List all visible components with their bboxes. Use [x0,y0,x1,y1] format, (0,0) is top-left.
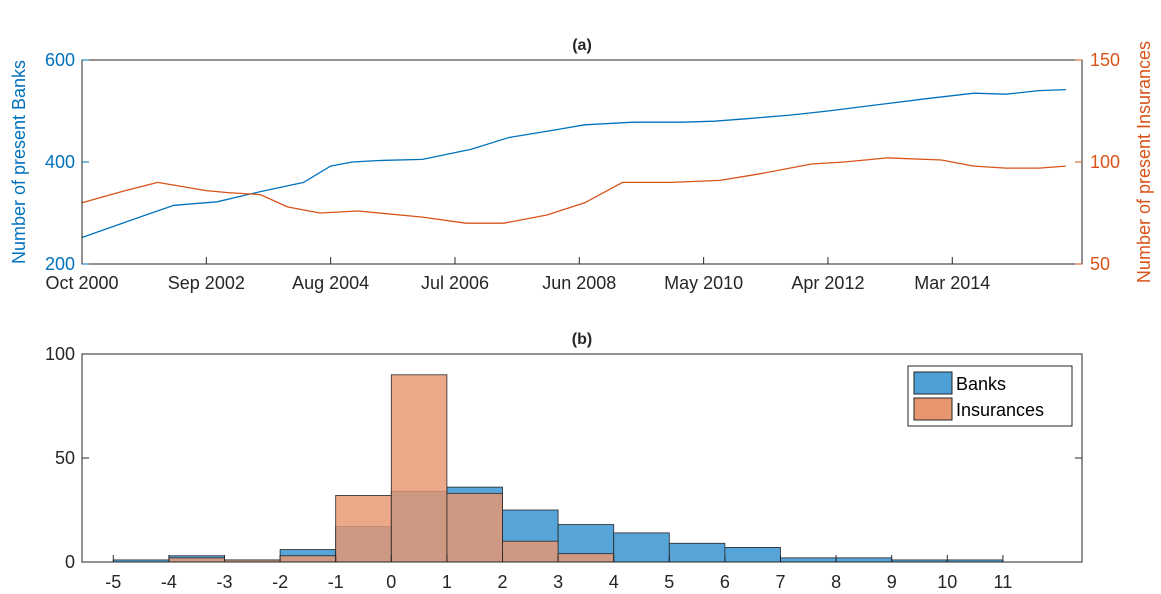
banks-histogram-bar [835,557,893,563]
panel-b: (b) -5 -4 -3 -2 -1 0 1 2 3 4 5 6 7 8 9 10 11 0 50 100 Banks… [45,331,1083,592]
insurances-histogram-bar [168,557,225,563]
panel-b-marks [112,374,1004,563]
left-y-axis-label: Number of present Banks [9,60,29,264]
panel-a: (a) Number of present Banks Number of pr… [9,37,1154,293]
banks-count-line [81,88,1066,239]
legend-swatch-insurances [913,397,953,421]
x-tick-label: May 2010 [664,273,743,293]
right-y-axis-label: Number of present Insurances [1134,41,1154,283]
x-tick-label: 4 [609,572,619,592]
x-tick-label: 11 [994,572,1013,592]
panel-a-title: (a) [572,37,592,54]
x-tick-label: 9 [887,572,897,592]
x-tick-label: Jun 2008 [542,273,616,293]
banks-histogram-bar [724,547,781,563]
x-tick-label: 5 [664,572,674,592]
legend-swatch-banks [913,371,953,395]
x-tick-label: 2 [497,572,507,592]
insurances-histogram-bar [557,553,615,563]
insurances-histogram-bar [279,555,337,563]
x-tick-label: Oct 2000 [45,273,118,293]
panel-a-marks [81,88,1066,239]
x-tick-label: 10 [937,572,957,592]
x-tick-label: -1 [328,572,344,592]
banks-histogram-bar [668,542,726,563]
panel-b-ticks: -5 -4 -3 -2 -1 0 1 2 3 4 5 6 7 8 9 10 11 0 50 100 [45,344,1082,592]
x-tick-label: -5 [105,572,121,592]
y-tick-label: 0 [65,552,75,572]
banks-histogram-bar [613,532,670,563]
y-tick-label: 100 [45,344,75,364]
x-tick-label: 0 [386,572,396,592]
insurances-histogram-bar [390,374,448,563]
left-y-tick-label: 400 [45,152,75,172]
right-y-tick-label: 50 [1090,254,1110,274]
x-tick-label: 6 [720,572,730,592]
left-y-tick-label: 600 [45,50,75,70]
banks-histogram-bar [780,557,837,563]
x-tick-label: Sep 2002 [168,273,245,293]
x-tick-label: -4 [161,572,177,592]
legend-label-insurances: Insurances [956,400,1044,420]
panel-a-ticks: Oct 2000 Sep 2002 Aug 2004 Jul 2006 Jun 2008… [45,50,1120,293]
insurances-histogram-bar [502,540,559,563]
insurances-histogram-bar [446,492,503,563]
right-y-tick-label: 150 [1090,50,1120,70]
insurances-count-line [81,157,1066,224]
legend-label-banks: Banks [956,374,1006,394]
right-y-tick-label: 100 [1090,152,1120,172]
x-tick-label: Aug 2004 [292,273,369,293]
x-tick-label: Apr 2012 [791,273,864,293]
panel-a-plot-frame [81,59,1083,265]
x-tick-label: 3 [553,572,563,592]
left-y-tick-label: 200 [45,254,75,274]
panel-b-title: (b) [572,331,592,348]
x-tick-label: Mar 2014 [914,273,990,293]
y-tick-label: 50 [55,448,75,468]
x-tick-label: -3 [216,572,232,592]
x-tick-label: 1 [442,572,452,592]
x-tick-label: 8 [831,572,841,592]
insurances-histogram-bar [335,495,392,563]
legend: Banks Insurances [907,365,1073,427]
x-tick-label: -2 [272,572,288,592]
x-tick-label: Jul 2006 [421,273,489,293]
x-tick-label: 7 [775,572,785,592]
